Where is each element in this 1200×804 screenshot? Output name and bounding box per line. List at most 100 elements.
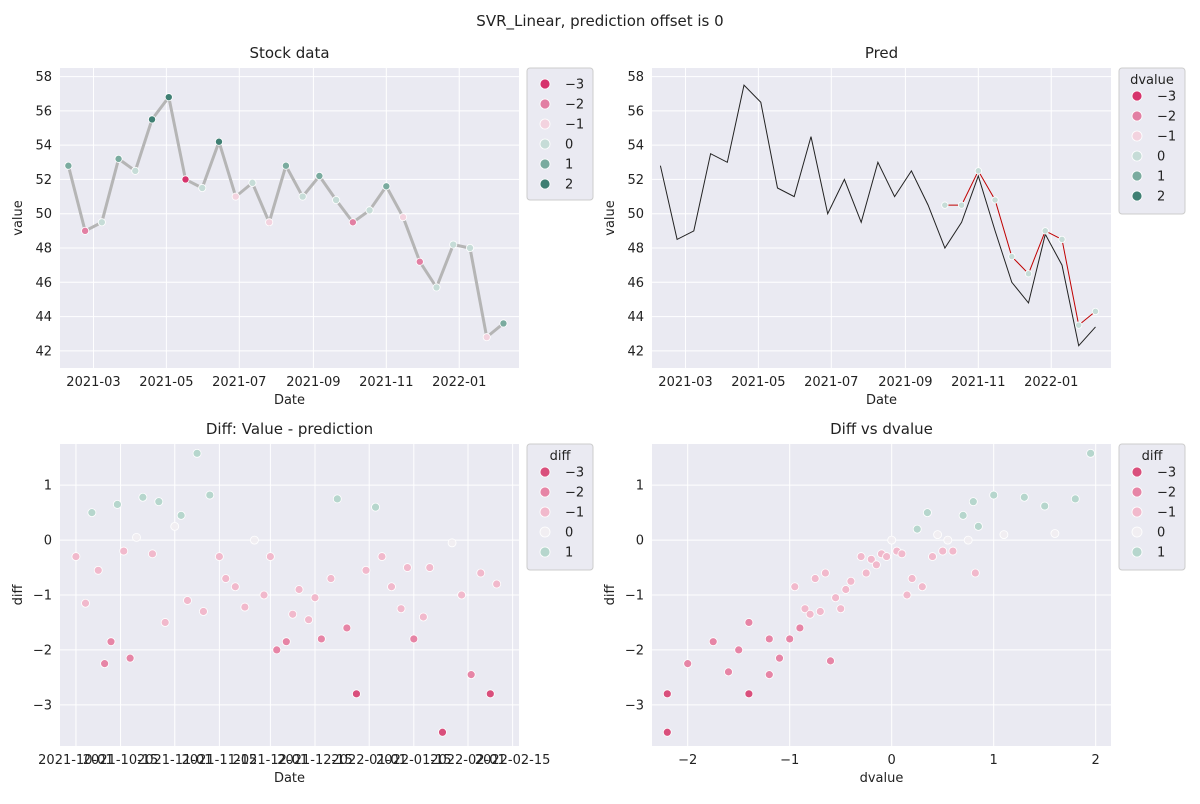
legend-label: −2 bbox=[1157, 486, 1176, 501]
y-tick-label: 48 bbox=[35, 242, 52, 257]
data-point bbox=[132, 532, 141, 542]
x-tick-label: 2022-02-15 bbox=[475, 753, 551, 768]
legend-label: 1 bbox=[1157, 170, 1165, 185]
data-point bbox=[250, 535, 259, 545]
plot-area bbox=[652, 68, 1111, 368]
data-point bbox=[846, 576, 856, 586]
data-point bbox=[432, 283, 441, 292]
legend-marker bbox=[539, 486, 551, 498]
data-point bbox=[974, 521, 983, 531]
data-point bbox=[221, 574, 231, 583]
data-point bbox=[377, 552, 387, 561]
data-point bbox=[1070, 494, 1080, 504]
legend-marker bbox=[1131, 466, 1143, 478]
data-point bbox=[907, 574, 917, 583]
data-point bbox=[912, 524, 922, 534]
legend-marker bbox=[1131, 110, 1143, 122]
legend-marker bbox=[539, 526, 551, 538]
data-point bbox=[97, 218, 106, 227]
data-point bbox=[138, 492, 148, 502]
data-point bbox=[240, 602, 250, 612]
data-point bbox=[131, 166, 140, 175]
x-tick-label: 2021-03 bbox=[658, 375, 712, 390]
x-axis-label: dvalue bbox=[860, 771, 904, 786]
legend-label: −2 bbox=[1157, 110, 1176, 125]
panel-title: Pred bbox=[865, 44, 898, 62]
data-point bbox=[1040, 501, 1050, 511]
data-point bbox=[449, 240, 458, 249]
data-point bbox=[724, 667, 733, 677]
value-line bbox=[659, 84, 1096, 347]
data-point bbox=[465, 243, 474, 252]
y-tick-label: 0 bbox=[44, 534, 52, 549]
data-point bbox=[1050, 529, 1060, 538]
x-tick-label: 1 bbox=[990, 753, 998, 768]
data-point bbox=[418, 612, 428, 622]
data-point bbox=[298, 192, 307, 201]
data-point bbox=[326, 574, 336, 583]
data-point bbox=[176, 510, 186, 520]
legend-marker bbox=[1131, 486, 1143, 498]
data-point bbox=[315, 171, 324, 180]
legend-marker bbox=[539, 178, 551, 190]
data-point bbox=[415, 257, 424, 266]
y-tick-label: 42 bbox=[35, 344, 52, 359]
data-point bbox=[923, 508, 932, 518]
y-axis-label: value bbox=[11, 200, 26, 236]
data-point bbox=[861, 568, 871, 578]
data-point bbox=[933, 530, 942, 539]
x-tick-label: 2021-07 bbox=[804, 375, 858, 390]
data-point bbox=[71, 552, 81, 561]
legend-marker bbox=[1131, 506, 1143, 518]
data-point bbox=[114, 154, 123, 163]
x-tick-label: 2021-03 bbox=[66, 375, 120, 390]
y-tick-label: −2 bbox=[33, 643, 52, 658]
data-point bbox=[991, 196, 999, 204]
panel-title: Stock data bbox=[249, 44, 329, 62]
data-point bbox=[941, 201, 949, 209]
data-point bbox=[148, 115, 157, 124]
data-point bbox=[183, 596, 192, 605]
legend-label: 0 bbox=[565, 526, 573, 541]
data-point bbox=[154, 497, 164, 507]
data-point bbox=[790, 582, 800, 592]
data-point bbox=[958, 510, 968, 520]
data-point bbox=[64, 161, 73, 170]
data-point bbox=[265, 218, 274, 227]
data-point bbox=[342, 623, 352, 633]
data-point bbox=[332, 494, 342, 504]
y-tick-label: 50 bbox=[627, 207, 644, 222]
data-point bbox=[409, 634, 419, 644]
data-point bbox=[199, 607, 208, 616]
y-tick-label: 56 bbox=[627, 104, 644, 119]
legend-marker bbox=[1131, 170, 1143, 182]
data-point bbox=[856, 552, 866, 561]
data-point bbox=[457, 590, 467, 600]
data-point bbox=[119, 546, 129, 556]
y-tick-label: 46 bbox=[35, 276, 52, 291]
data-point bbox=[447, 538, 457, 548]
y-tick-label: 54 bbox=[627, 139, 644, 154]
x-tick-label: 2022-02-01 bbox=[430, 753, 506, 768]
data-point bbox=[164, 93, 173, 102]
data-point bbox=[989, 490, 999, 500]
legend-label: −3 bbox=[1157, 466, 1176, 481]
y-tick-label: 44 bbox=[35, 310, 52, 325]
y-tick-label: 48 bbox=[627, 242, 644, 257]
y-tick-label: 58 bbox=[35, 70, 52, 85]
legend-title: diff bbox=[1142, 449, 1164, 464]
data-point bbox=[970, 568, 980, 578]
data-point bbox=[288, 609, 298, 619]
legend-label: −3 bbox=[565, 466, 584, 481]
data-point bbox=[785, 634, 795, 644]
data-point bbox=[805, 609, 815, 619]
y-axis-label: diff bbox=[603, 584, 618, 606]
legend: diff −3 −2 −1 0 1 bbox=[1118, 443, 1186, 571]
data-point bbox=[170, 521, 180, 531]
y-axis-label: diff bbox=[11, 584, 26, 606]
x-tick-label: 2021-07 bbox=[212, 375, 266, 390]
data-point bbox=[1075, 321, 1083, 329]
data-point bbox=[272, 645, 282, 655]
x-tick-label: 2022-01-01 bbox=[331, 753, 407, 768]
